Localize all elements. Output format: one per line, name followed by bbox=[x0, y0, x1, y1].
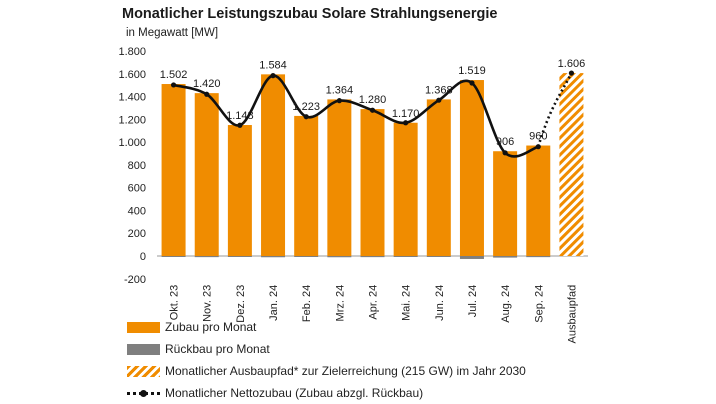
net-point bbox=[270, 73, 276, 79]
data-label: 1.368 bbox=[425, 84, 453, 96]
bar-rueckbau bbox=[459, 256, 484, 259]
y-tick-label: 600 bbox=[128, 183, 146, 195]
data-label: 1.148 bbox=[226, 110, 254, 122]
bar-rueckbau bbox=[493, 256, 518, 258]
net-point bbox=[336, 98, 342, 104]
net-point bbox=[403, 120, 409, 126]
bar-zubau bbox=[526, 145, 551, 256]
net-point bbox=[237, 122, 243, 128]
net-point bbox=[469, 80, 475, 86]
bar-ausbaupfad bbox=[559, 73, 584, 256]
bar-zubau bbox=[294, 115, 319, 257]
net-point bbox=[436, 97, 442, 103]
legend-swatch-zubau bbox=[127, 321, 160, 333]
y-tick-label: 200 bbox=[128, 228, 146, 240]
legend-item-nettozubau: Monatlicher Nettozubau (Zubau abzgl. Rüc… bbox=[127, 382, 526, 404]
x-tick-label: Mai. 24 bbox=[401, 285, 413, 321]
bar-rueckbau bbox=[294, 256, 319, 257]
y-tick-label: 800 bbox=[128, 160, 146, 172]
x-tick-label: Jan. 24 bbox=[268, 285, 280, 321]
bar-zubau bbox=[459, 80, 484, 257]
legend-item-rueckbau: Rückbau pro Monat bbox=[127, 338, 526, 360]
bar-rueckbau bbox=[327, 256, 352, 258]
data-labels: 1.502 1.420 1.148 1.584 1.223 1.364 1.280 1.170… bbox=[160, 58, 585, 148]
x-tick-label: Jul. 24 bbox=[467, 285, 479, 317]
legend-swatch-nettozubau bbox=[127, 388, 160, 399]
data-label: 1.280 bbox=[359, 94, 387, 106]
y-axis: -200 0 200 400 600 800 1.000 1.200 1.400 1.600 1.8… bbox=[118, 46, 588, 286]
y-tick-label: 0 bbox=[140, 251, 146, 263]
legend-label-rueckbau: Rückbau pro Monat bbox=[165, 342, 270, 356]
x-axis: Okt. 23 Nov. 23 Dez. 23 Jan. 24 Feb. 24 Mrz. … bbox=[169, 285, 579, 344]
bar-rueckbau bbox=[360, 256, 385, 258]
net-point bbox=[204, 91, 210, 97]
bar-zubau bbox=[161, 84, 186, 257]
chart-subtitle: in Megawatt [MW] bbox=[126, 27, 219, 39]
y-tick-label: -200 bbox=[124, 274, 146, 286]
y-tick-label: 1.600 bbox=[118, 69, 146, 81]
bar-zubau bbox=[194, 93, 219, 256]
data-label: 1.364 bbox=[326, 84, 354, 96]
bar-rueckbau bbox=[227, 256, 252, 257]
legend-label-zubau: Zubau pro Monat bbox=[165, 320, 257, 334]
bar-zubau bbox=[426, 99, 451, 257]
y-tick-label: 400 bbox=[128, 205, 146, 217]
data-label: 1.223 bbox=[292, 101, 320, 113]
data-label: 1.606 bbox=[558, 58, 586, 70]
x-tick-label: Apr. 24 bbox=[368, 285, 380, 320]
bar-zubau bbox=[360, 109, 385, 256]
x-tick-label: Ausbaupfad bbox=[566, 285, 578, 344]
legend-label-ausbaupfad: Monatlicher Ausbaupfad* zur Zielerreichu… bbox=[165, 364, 526, 378]
x-tick-label: Dez. 23 bbox=[235, 285, 247, 323]
bar-zubau bbox=[327, 99, 352, 257]
x-tick-label: Mrz. 24 bbox=[334, 285, 346, 322]
legend-item-ausbaupfad: Monatlicher Ausbaupfad* zur Zielerreichu… bbox=[127, 360, 526, 382]
data-label: 1.502 bbox=[160, 69, 188, 81]
legend-item-zubau: Zubau pro Monat bbox=[127, 316, 526, 338]
bar-rueckbau bbox=[526, 256, 551, 258]
data-label: 1.584 bbox=[259, 59, 287, 71]
bar-zubau bbox=[393, 122, 418, 256]
bar-zubau bbox=[227, 125, 252, 257]
bar-rueckbau bbox=[194, 256, 219, 258]
y-tick-label: 1.800 bbox=[118, 46, 146, 58]
chart-title: Monatlicher Leistungszubau Solare Strahl… bbox=[122, 6, 498, 22]
net-point bbox=[535, 144, 541, 150]
legend-swatch-ausbaupfad bbox=[127, 365, 160, 377]
data-label: 960 bbox=[529, 131, 547, 143]
x-tick-label: Okt. 23 bbox=[169, 285, 181, 320]
x-tick-label: Sep. 24 bbox=[533, 285, 545, 323]
y-tick-label: 1.200 bbox=[118, 114, 146, 126]
legend-label-nettozubau: Monatlicher Nettozubau (Zubau abzgl. Rüc… bbox=[165, 386, 424, 400]
data-label: 906 bbox=[496, 136, 514, 148]
bar-rueckbau bbox=[426, 256, 451, 257]
y-tick-label: 1.000 bbox=[118, 137, 146, 149]
bars bbox=[161, 73, 584, 259]
net-point bbox=[369, 107, 376, 113]
data-label: 1.420 bbox=[193, 78, 221, 90]
x-tick-label: Jun. 24 bbox=[434, 285, 446, 321]
net-line-layer bbox=[170, 70, 575, 158]
data-label: 1.519 bbox=[458, 65, 486, 77]
net-point bbox=[568, 70, 575, 76]
x-tick-label: Aug. 24 bbox=[500, 285, 512, 323]
bar-rueckbau bbox=[393, 256, 418, 257]
x-tick-label: Feb. 24 bbox=[301, 285, 313, 322]
net-point bbox=[303, 114, 309, 120]
legend: Zubau pro Monat Rückbau pro Monat Monatl… bbox=[127, 316, 526, 404]
bar-rueckbau bbox=[261, 256, 286, 258]
data-label: 1.170 bbox=[392, 108, 420, 120]
bar-zubau bbox=[493, 151, 518, 256]
y-tick-label: 1.400 bbox=[118, 92, 146, 104]
x-tick-label: Nov. 23 bbox=[202, 285, 214, 322]
net-point bbox=[502, 150, 508, 156]
net-line-projection bbox=[537, 72, 573, 148]
legend-swatch-rueckbau bbox=[127, 343, 160, 355]
bar-zubau bbox=[261, 74, 286, 256]
bar-rueckbau bbox=[161, 256, 186, 257]
net-point bbox=[170, 82, 177, 88]
